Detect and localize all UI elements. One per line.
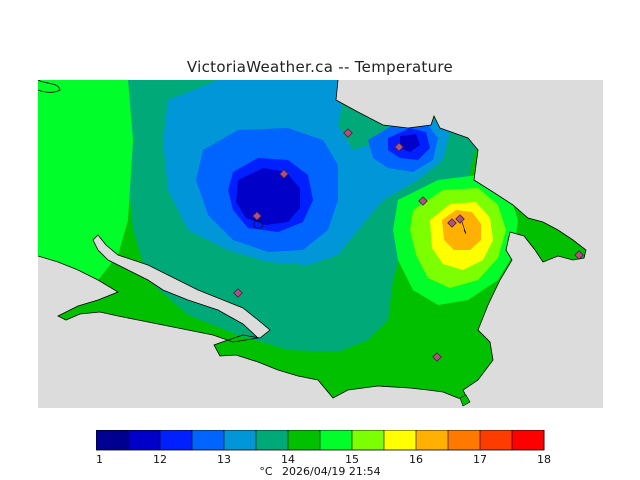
colorbar-tick-label: 17 [473,453,487,466]
station-marker [455,214,465,224]
colorbar-swatch [512,430,545,450]
colorbar-swatch [224,430,257,450]
colorbar-tick-label: 16 [409,453,423,466]
footer: °C 2026/04/19 21:54 [0,465,640,478]
colorbar-swatch [416,430,449,450]
station-marker [279,169,289,179]
colorbar-tick-label: 14 [281,453,295,466]
colorbar-swatch [320,430,353,450]
colorbar-tick-label: 15 [345,453,359,466]
colorbar-swatch [256,430,289,450]
colorbar-labels: 11 12 13 14 15 16 17 18 [96,453,551,466]
colorbar-swatches [96,430,545,451]
colorbar-tick-label: 18 [537,453,551,466]
colorbar-swatch [352,430,385,450]
timestamp-label: 2026/04/19 21:54 [282,465,381,478]
station-marker [574,250,584,260]
colorbar-swatch [192,430,225,450]
station-marker [447,218,457,228]
colorbar-swatch [448,430,481,450]
unit-label: °C [259,465,273,478]
station-marker [394,142,404,152]
station-marker [233,288,243,298]
station-marker [252,211,262,221]
colorbar-swatch [128,430,161,450]
coastline-small-bay [38,80,61,93]
colorbar-swatch [160,430,193,450]
inlet-outline [461,221,467,235]
colorbar-swatch [96,430,129,450]
islet [459,394,471,407]
colorbar-swatch [384,430,417,450]
colorbar-tick-label: 13 [217,453,231,466]
station-markers [233,128,584,362]
contour-11.5 [236,134,420,225]
station-marker [343,128,353,138]
contour-15 [38,80,518,305]
coastline [38,80,587,401]
colorbar-tick-label: 12 [153,453,167,466]
colorbar-tick-label: 11 [96,453,103,466]
colorbar-swatch [288,430,321,450]
inlet-outline [253,219,264,229]
station-marker [432,352,442,362]
colorbar: 11 12 13 14 15 16 17 18 [96,430,551,466]
chart-title: VictoriaWeather.ca -- Temperature [186,58,454,76]
colorbar-swatch [480,430,513,450]
temperature-map [38,80,603,408]
station-marker [418,196,428,206]
